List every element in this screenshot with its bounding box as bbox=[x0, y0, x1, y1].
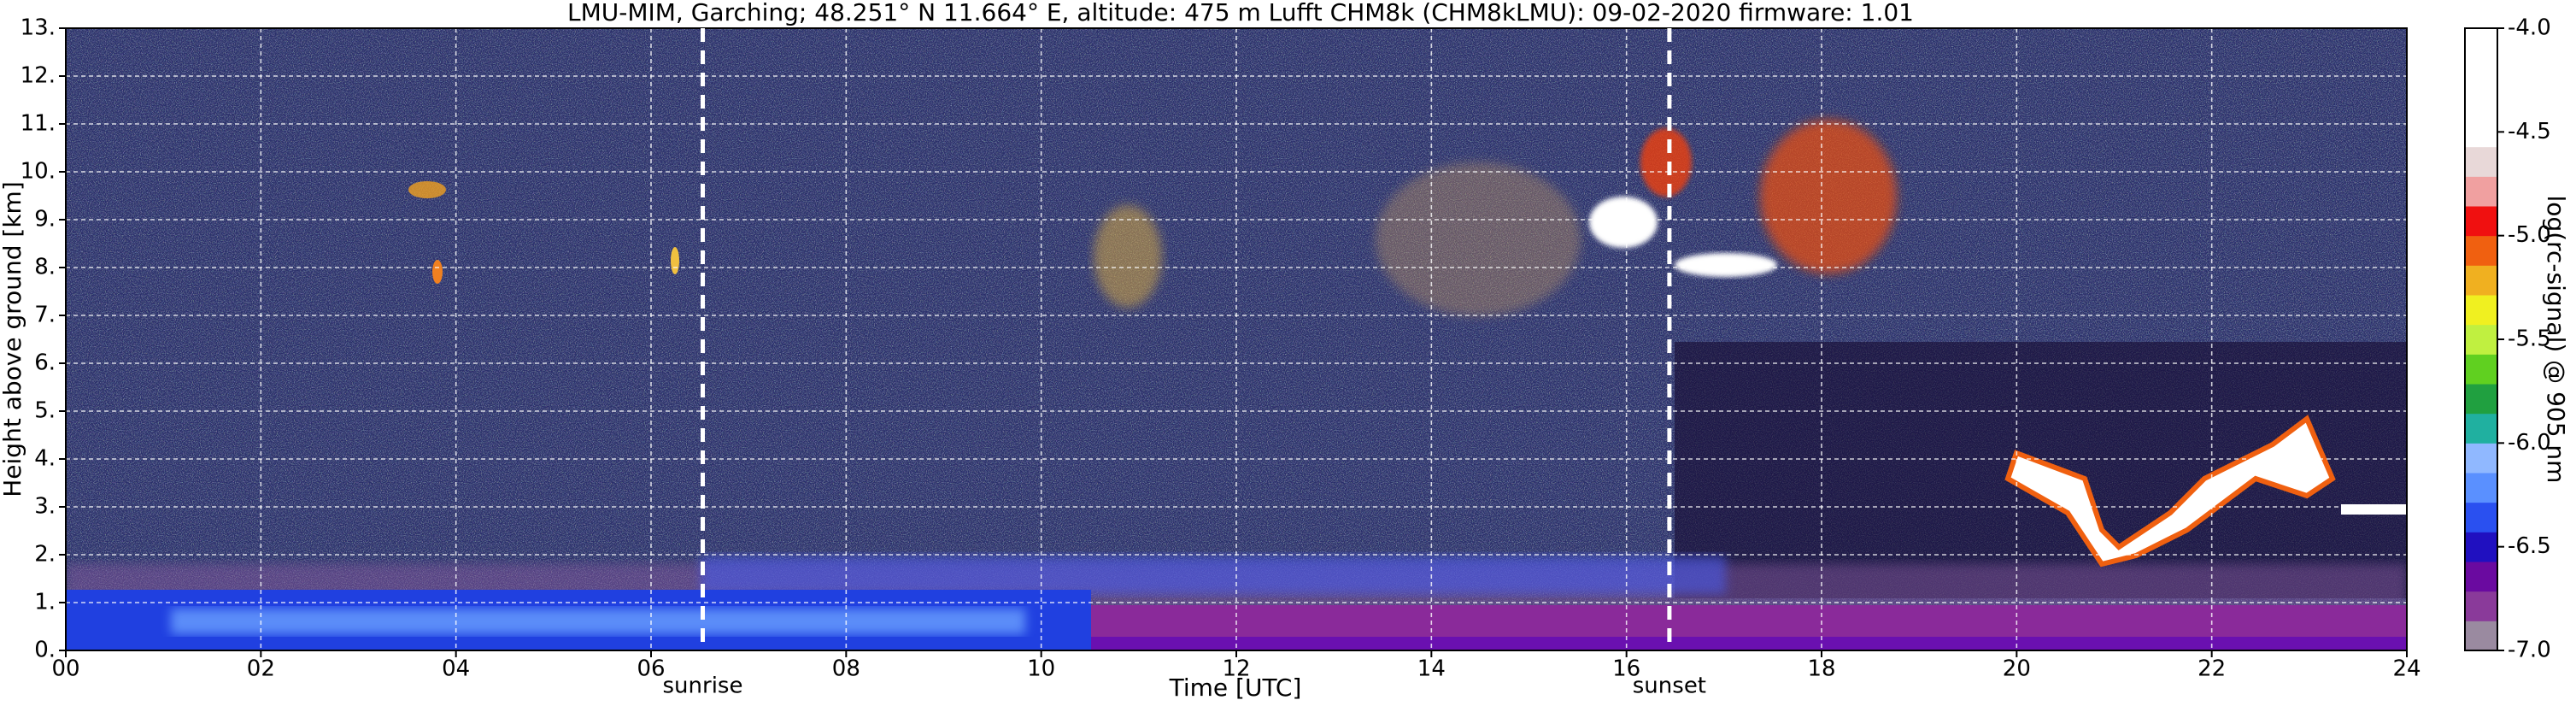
x-tick-label: 06 bbox=[637, 656, 665, 682]
colorbar-tick-label: -4.5 bbox=[2508, 119, 2551, 144]
colorbar-label: log(rc-signal) @ 905 nm bbox=[2542, 196, 2570, 484]
colorbar-tick-label: -7.0 bbox=[2508, 638, 2551, 663]
colorbar-tick-label: -5.0 bbox=[2508, 222, 2551, 248]
colorbar-segment bbox=[2465, 265, 2497, 296]
colorbar-segment bbox=[2465, 295, 2497, 326]
x-tick-label: 12 bbox=[1222, 656, 1250, 682]
colorbar-segment bbox=[2465, 621, 2497, 651]
grid bbox=[65, 27, 2408, 651]
y-tick-label: 1. bbox=[34, 590, 56, 615]
y-tick-label: 9. bbox=[34, 207, 56, 232]
colorbar-segment bbox=[2465, 235, 2497, 266]
y-tick-label: 11. bbox=[21, 111, 56, 137]
x-tick-label: 08 bbox=[832, 656, 860, 682]
y-tick-label: 4. bbox=[34, 446, 56, 472]
colorbar-segment bbox=[2465, 146, 2497, 177]
colorbar-segment bbox=[2465, 28, 2497, 59]
x-axis-label: Time [UTC] bbox=[1169, 674, 1302, 702]
colorbar-segment bbox=[2465, 502, 2497, 532]
annotation-label: sunrise bbox=[663, 674, 743, 699]
x-tick-label: 22 bbox=[2198, 656, 2226, 682]
y-tick-label: 5. bbox=[34, 398, 56, 424]
x-tick-label: 14 bbox=[1417, 656, 1446, 682]
colorbar-segment bbox=[2465, 354, 2497, 385]
y-tick-label: 6. bbox=[34, 350, 56, 376]
x-tick-label: 16 bbox=[1612, 656, 1640, 682]
colorbar-tick-label: -6.5 bbox=[2508, 533, 2551, 559]
x-tick-label: 02 bbox=[247, 656, 275, 682]
annotation-label: sunset bbox=[1633, 674, 1706, 699]
colorbar-segment bbox=[2465, 413, 2497, 444]
colorbar-tick-label: -6.0 bbox=[2508, 430, 2551, 456]
colorbar-segment bbox=[2465, 324, 2497, 355]
y-tick-label: 0. bbox=[34, 638, 56, 663]
y-tick-label: 13. bbox=[21, 15, 56, 41]
y-tick-label: 2. bbox=[34, 542, 56, 568]
y-tick-label: 8. bbox=[34, 255, 56, 280]
x-tick-label: 10 bbox=[1027, 656, 1055, 682]
y-tick-label: 10. bbox=[21, 159, 56, 185]
x-tick-label: 04 bbox=[442, 656, 470, 682]
x-tick-label: 20 bbox=[2003, 656, 2031, 682]
colorbar-tick-label: -5.5 bbox=[2508, 327, 2551, 352]
colorbar-segment bbox=[2465, 176, 2497, 207]
colorbar-segment bbox=[2465, 562, 2497, 592]
colorbar-tick-label: -4.0 bbox=[2508, 15, 2551, 41]
y-tick-label: 7. bbox=[34, 303, 56, 328]
x-tick-label: 24 bbox=[2392, 656, 2421, 682]
colorbar-segment bbox=[2465, 443, 2497, 474]
colorbar-segment bbox=[2465, 206, 2497, 237]
colorbar-segment bbox=[2465, 117, 2497, 148]
colorbar-segment bbox=[2465, 473, 2497, 503]
colorbar-segment bbox=[2465, 384, 2497, 415]
colorbar-segment bbox=[2465, 57, 2497, 88]
colorbar-segment bbox=[2465, 87, 2497, 118]
y-axis-label: Height above ground [km] bbox=[0, 181, 26, 497]
x-tick-label: 18 bbox=[1807, 656, 1835, 682]
y-tick-label: 12. bbox=[21, 63, 56, 89]
colorbar-segment bbox=[2465, 532, 2497, 562]
colorbar-segment bbox=[2465, 591, 2497, 621]
chart-title: LMU-MIM, Garching; 48.251° N 11.664° E, … bbox=[567, 0, 1914, 26]
y-tick-label: 3. bbox=[34, 494, 56, 520]
x-tick-label: 00 bbox=[51, 656, 79, 682]
